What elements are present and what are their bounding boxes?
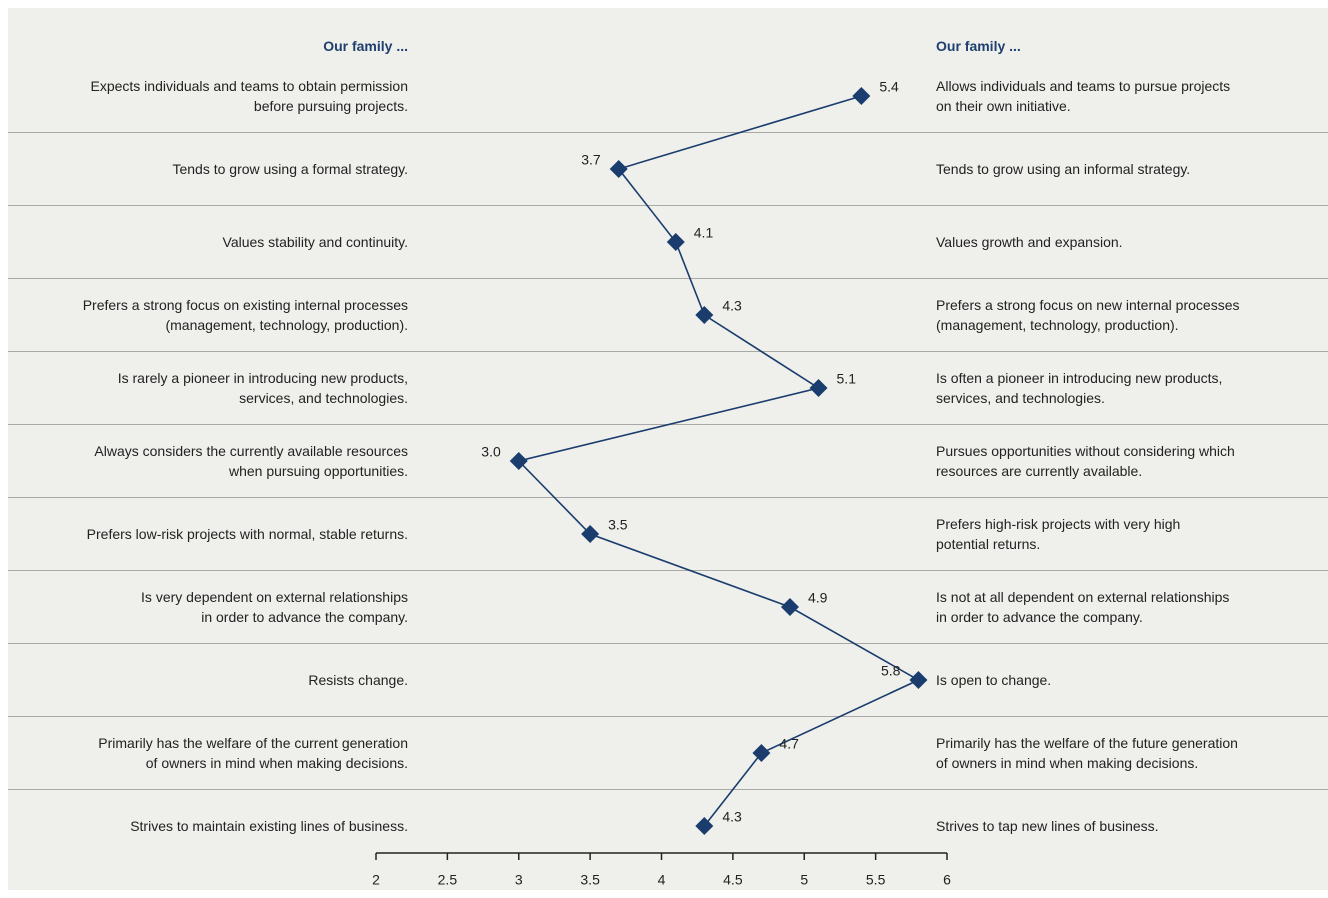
right-label: Pursues opportunities without considerin… xyxy=(936,443,1235,479)
right-label: Is open to change. xyxy=(936,672,1052,688)
chart: Our family ... Our family ... 2 2.5 3 3.5 4 4… xyxy=(8,8,1328,890)
right-label: Values growth and expansion. xyxy=(936,234,1123,250)
marker xyxy=(609,160,628,178)
left-label: Tends to grow using a formal strategy. xyxy=(172,161,408,177)
left-header: Our family ... xyxy=(323,38,408,54)
value-label: 4.1 xyxy=(694,225,714,241)
value-label: 3.5 xyxy=(608,517,628,533)
left-label: Prefers low-risk projects with normal, s… xyxy=(86,526,408,542)
marker xyxy=(509,452,528,470)
value-label: 3.0 xyxy=(481,444,501,460)
left-label: Strives to maintain existing lines of bu… xyxy=(130,818,408,834)
x-tick-label: 2 xyxy=(372,872,380,888)
x-tick-label: 5.5 xyxy=(866,872,886,888)
right-label: Strives to tap new lines of business. xyxy=(936,818,1159,834)
value-label: 4.7 xyxy=(779,736,799,752)
left-label: Is very dependent on external relationsh… xyxy=(141,589,408,625)
marker xyxy=(695,817,714,835)
right-label: Prefers high-risk projects with very hig… xyxy=(936,516,1181,552)
value-label: 3.7 xyxy=(581,152,601,168)
right-label: Is often a pioneer in introducing new pr… xyxy=(936,370,1223,406)
right-label: Tends to grow using an informal strategy… xyxy=(936,161,1191,177)
right-header: Our family ... xyxy=(936,38,1021,54)
left-label: Values stability and continuity. xyxy=(222,234,408,250)
value-label: 5.1 xyxy=(837,371,857,387)
left-label: Always considers the currently available… xyxy=(94,443,408,479)
x-tick-label: 4 xyxy=(658,872,666,888)
x-tick-label: 3.5 xyxy=(580,872,600,888)
right-label: Is not at all dependent on external rela… xyxy=(936,589,1230,625)
marker xyxy=(809,379,828,397)
x-tick-label: 5 xyxy=(800,872,808,888)
marker xyxy=(695,306,714,324)
marker xyxy=(780,598,799,616)
value-label: 4.3 xyxy=(722,298,742,314)
left-label: Prefers a strong focus on existing inter… xyxy=(82,297,408,333)
plot: 2 2.5 3 3.5 4 4.5 5 5.5 6 5.4 3.7 4.1 4.3 5.1 3.0 3.5 4.… xyxy=(8,79,1328,888)
left-label: Is rarely a pioneer in introducing new p… xyxy=(117,370,408,406)
right-label: Primarily has the welfare of the future … xyxy=(936,735,1238,771)
marker xyxy=(752,744,771,762)
marker xyxy=(852,87,871,105)
x-tick-label: 6 xyxy=(943,872,951,888)
x-tick-label: 2.5 xyxy=(438,872,458,888)
value-label: 5.8 xyxy=(881,663,901,679)
value-label: 4.9 xyxy=(808,590,828,606)
marker xyxy=(909,671,928,689)
left-label: Primarily has the welfare of the current… xyxy=(98,735,408,771)
left-label: Resists change. xyxy=(308,672,408,688)
left-label: Expects individuals and teams to obtain … xyxy=(90,78,408,114)
marker xyxy=(666,233,685,251)
x-tick-label: 4.5 xyxy=(723,872,743,888)
value-label: 5.4 xyxy=(879,79,899,95)
right-label: Prefers a strong focus on new internal p… xyxy=(936,297,1240,333)
marker xyxy=(581,525,600,543)
value-label: 4.3 xyxy=(722,809,742,825)
x-tick-label: 3 xyxy=(515,872,523,888)
right-label: Allows individuals and teams to pursue p… xyxy=(936,78,1231,114)
